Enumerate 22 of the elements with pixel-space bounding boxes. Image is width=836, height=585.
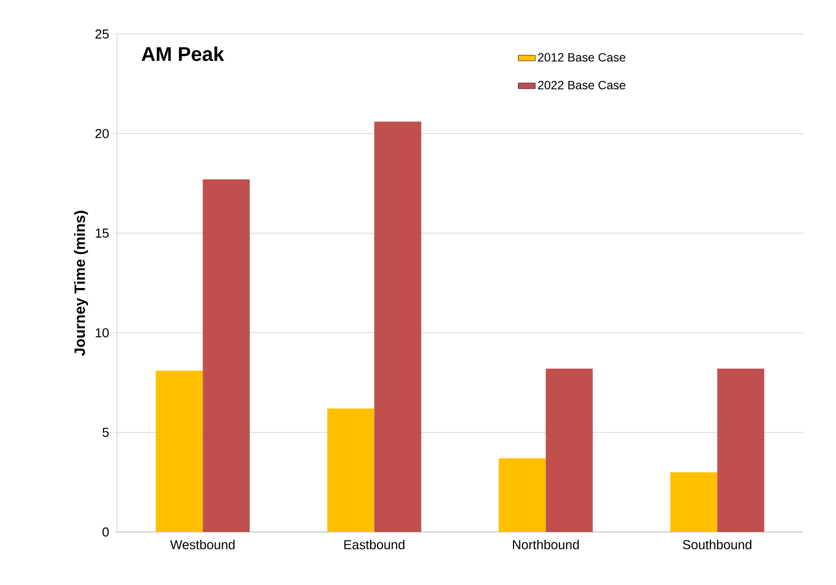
- bar: [717, 368, 764, 532]
- bar: [374, 122, 422, 532]
- x-tick-label: Southbound: [682, 540, 752, 550]
- y-tick-label: 20: [95, 128, 109, 138]
- bar: [327, 408, 374, 532]
- bar: [156, 370, 203, 532]
- x-tick-label: Northbound: [512, 540, 579, 550]
- bar: [670, 472, 718, 532]
- y-tick-label: 15: [96, 228, 109, 238]
- chart-title: AM Peak: [142, 46, 224, 62]
- y-tick-label: 5: [102, 428, 109, 437]
- y-tick-label: 25: [95, 29, 109, 39]
- legend-label: 2022 Base Case: [538, 80, 626, 90]
- x-tick-label: Westbound: [170, 540, 235, 550]
- legend-label: 2012 Base Case: [538, 53, 626, 62]
- bar: [546, 368, 593, 532]
- y-tick-label: 0: [102, 527, 109, 537]
- bar: [202, 179, 250, 532]
- x-tick-label: Eastbound: [344, 540, 404, 550]
- y-tick-label: 10: [96, 328, 109, 338]
- bar: [498, 458, 546, 532]
- y-axis-title: Journey Time (mins): [74, 210, 88, 356]
